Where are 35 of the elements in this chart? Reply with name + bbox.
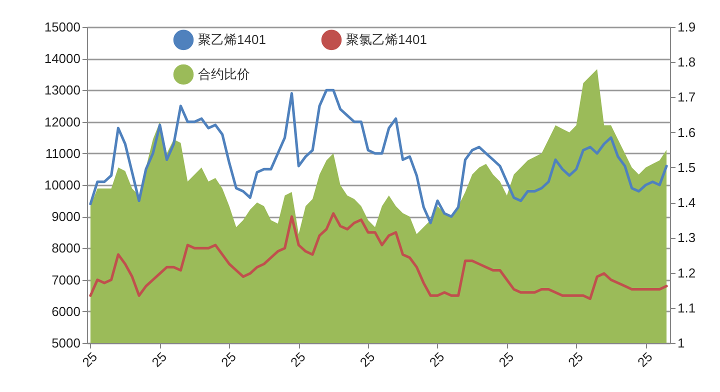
y-tick-label: 15000 — [44, 20, 80, 34]
y-tick-label: 6000 — [52, 304, 80, 319]
y2-tick-label: 1.1 — [678, 300, 696, 316]
x-tick-label: 25 — [79, 349, 100, 370]
line-series — [89, 212, 668, 300]
y-tick-label: 12000 — [44, 114, 80, 130]
y-tick-label: 5000 — [52, 336, 80, 350]
y-tick-label: 10000 — [44, 178, 80, 192]
legend-label: 聚乙烯1401 — [198, 32, 266, 47]
y-tick-label: 7000 — [52, 272, 80, 288]
x-tick-label: 25 — [634, 349, 656, 370]
x-tick-label: 25 — [218, 349, 239, 370]
y2-tick-label: 1.9 — [678, 20, 696, 34]
legend-label: 聚氯乙烯1401 — [346, 32, 427, 47]
y-tick-label: 11000 — [45, 146, 80, 161]
x-tick-label: 25 — [496, 349, 517, 370]
y-tick-label: 8000 — [52, 240, 80, 256]
x-tick-label: 25 — [148, 349, 170, 370]
y2-tick-label: 1.5 — [678, 160, 696, 175]
y2-tick-label: 1.3 — [678, 230, 696, 246]
legend-label: 合约比价 — [198, 66, 250, 82]
x-tick-label: 25 — [356, 349, 378, 370]
y2-tick-label: 1 — [678, 336, 685, 350]
y2-tick-label: 1.8 — [678, 54, 696, 70]
x-tick-label: 25 — [288, 349, 308, 370]
y-tick-label: 9000 — [52, 209, 80, 224]
line-series — [89, 88, 668, 224]
y2-tick-label: 1.6 — [678, 124, 696, 140]
x-tick-label: 25 — [565, 349, 586, 370]
y2-tick-label: 1.4 — [678, 195, 696, 210]
y2-tick-label: 1.7 — [678, 90, 696, 105]
y-tick-label: 14000 — [44, 51, 80, 66]
x-tick-label: 25 — [426, 349, 448, 370]
y2-tick-label: 1.2 — [678, 265, 696, 280]
y-tick-label: 13000 — [44, 82, 80, 98]
